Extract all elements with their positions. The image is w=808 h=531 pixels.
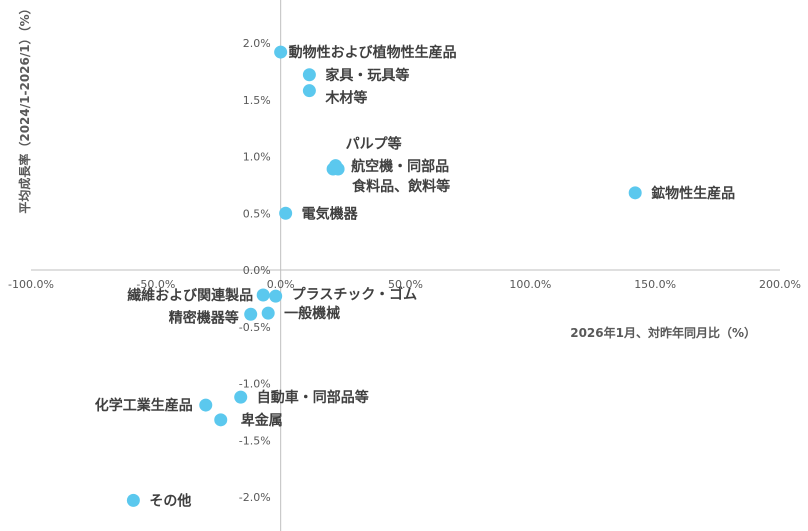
y-tick-label: 2.0% (243, 37, 271, 50)
data-point (628, 186, 642, 200)
data-label: パルプ等 (346, 136, 402, 153)
y-tick-labels: 2.0% 1.5% 1.0% 0.5% 0.0% -0.5% -1.0% -1.5% -2.0% (239, 37, 271, 504)
data-point (302, 84, 316, 98)
data-label: 化学工業生産品 (95, 397, 193, 414)
data-point (302, 68, 316, 82)
data-label: 一般機械 (284, 305, 340, 322)
data-label: 鉱物性生産品 (651, 185, 735, 202)
data-label: 繊維および関連製品 (127, 287, 253, 304)
data-label: 自動車・同部品等 (257, 389, 369, 406)
x-tick-label: 0.0% (267, 278, 295, 291)
data-label: 電気機器 (302, 205, 359, 222)
x-tick-labels: -100.0% -50.0% 0.0% 50.0% 100.0% 150.0% 200.0% (8, 278, 801, 291)
data-label: 精密機器等 (169, 309, 239, 326)
data-point (234, 390, 248, 404)
data-point (256, 288, 270, 302)
x-tick-label: -50.0% (136, 278, 175, 291)
data-label: 航空機・同部品 (351, 158, 449, 175)
data-label: 家具・玩具等 (325, 67, 409, 84)
y-tick-label: 0.0% (243, 264, 271, 277)
y-tick-label: -1.5% (239, 434, 271, 447)
x-tick-label: 200.0% (759, 278, 801, 291)
data-label: 動物性および植物性生産品 (289, 44, 457, 61)
data-label: 食料品、飲料等 (352, 178, 450, 195)
y-tick-label: 0.5% (243, 207, 271, 220)
y-tick-label: 1.0% (243, 151, 271, 164)
x-tick-label: 150.0% (634, 278, 676, 291)
y-tick-label: -2.0% (239, 491, 271, 504)
x-tick-label: 50.0% (388, 278, 423, 291)
y-axis-title: 平均成長率（2024/1-2026/1）（%） (17, 2, 32, 213)
data-point (214, 413, 228, 427)
y-tick-label: 1.5% (243, 94, 271, 107)
data-point (199, 398, 213, 412)
x-tick-label: -100.0% (8, 278, 54, 291)
data-label: 卑金属 (241, 412, 283, 429)
x-axis-title: 2026年1月、対昨年同月比（%） (570, 325, 756, 340)
data-points (126, 45, 642, 507)
data-point (126, 493, 140, 507)
y-tick-label: -0.5% (239, 321, 271, 334)
data-point (244, 307, 258, 321)
data-point (269, 289, 283, 303)
data-label: その他 (149, 492, 191, 509)
data-point (274, 45, 288, 59)
y-tick-label: -1.0% (239, 378, 271, 391)
x-tick-label: 100.0% (509, 278, 551, 291)
data-point (261, 306, 275, 320)
data-label: 木材等 (324, 90, 367, 107)
data-point (279, 206, 293, 220)
data-point (331, 162, 345, 176)
data-label: プラスチック・ゴム (292, 286, 417, 303)
